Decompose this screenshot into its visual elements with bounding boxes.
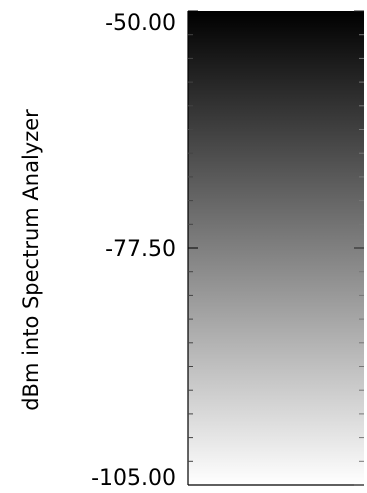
tick-label-top: -50.00: [105, 11, 176, 36]
y-axis-label: dBm into Spectrum Analyzer: [19, 109, 43, 411]
tick-label-middle: -77.50: [105, 237, 176, 262]
tick-marks: [188, 10, 364, 486]
colorbar-gradient: [188, 11, 364, 485]
tick-label-bottom: -105.00: [91, 466, 176, 491]
